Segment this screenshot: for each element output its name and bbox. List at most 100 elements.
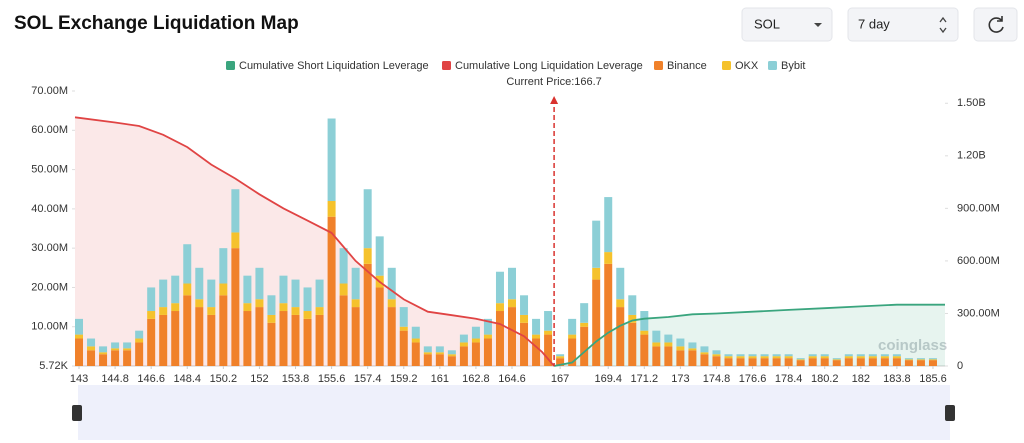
bar-segment <box>580 326 589 366</box>
bar-segment <box>856 358 865 366</box>
y-tick-label: 70.00M <box>31 85 68 97</box>
legend-label: Bybit <box>781 60 805 72</box>
refresh-button[interactable] <box>973 7 1018 42</box>
select-box[interactable] <box>847 7 959 42</box>
bar-segment <box>544 330 553 335</box>
bar-segment <box>471 338 480 343</box>
bar-segment <box>363 263 372 366</box>
bar-segment <box>928 358 937 360</box>
bar-segment <box>363 248 372 264</box>
bar-segment <box>483 318 492 335</box>
bar-segment <box>916 359 925 361</box>
slider-handle[interactable] <box>945 405 955 421</box>
y-tick-label: 50.00M <box>31 163 68 175</box>
bar-segment <box>616 299 625 308</box>
x-tick-label: 185.6 <box>919 373 947 385</box>
bar-segment <box>784 358 793 366</box>
x-tick-label: 159.2 <box>390 373 418 385</box>
bar-segment <box>868 356 877 359</box>
bar-segment <box>820 354 829 357</box>
x-tick-label: 171.2 <box>631 373 659 385</box>
bar-segment <box>664 334 673 343</box>
bar-segment <box>904 360 913 366</box>
bar-segment <box>604 252 613 264</box>
select-text[interactable]: 7 day <box>858 16 890 31</box>
bar-segment <box>375 236 384 276</box>
bar-segment <box>880 358 889 366</box>
bar-segment <box>471 342 480 366</box>
bar-segment <box>688 342 697 349</box>
bar-segment <box>435 354 444 366</box>
x-tick-label: 182 <box>852 373 870 385</box>
bar-segment <box>628 295 637 315</box>
select-caret <box>814 23 822 27</box>
bar-segment <box>483 334 492 339</box>
x-tick-label: 161 <box>431 373 449 385</box>
bar-segment <box>544 334 553 366</box>
bar-segment <box>147 287 156 312</box>
bar-segment <box>135 338 144 343</box>
bar-segment <box>375 287 384 366</box>
bar-segment <box>315 279 324 308</box>
bar-segment <box>832 359 841 361</box>
bar-segment <box>75 318 84 335</box>
bar-segment <box>820 358 829 366</box>
bar-segment <box>676 346 685 351</box>
bar-segment <box>868 354 877 357</box>
bar-segment <box>724 358 733 366</box>
bar-segment <box>628 322 637 366</box>
bar-segment <box>904 358 913 360</box>
y2-tick-label: 300.00M <box>957 307 1000 319</box>
bar-segment <box>700 346 709 353</box>
y2-tick-label: 600.00M <box>957 255 1000 267</box>
bar-segment <box>279 275 288 304</box>
bar-segment <box>568 334 577 339</box>
bar-segment <box>327 201 336 217</box>
bar-segment <box>339 295 348 366</box>
bar-segment <box>736 354 745 357</box>
slider-handle[interactable] <box>72 405 82 421</box>
bar-segment <box>580 322 589 327</box>
bar-segment <box>87 346 96 351</box>
bar-segment <box>736 356 745 359</box>
bar-segment <box>712 350 721 355</box>
bar-segment <box>748 356 757 359</box>
bar-segment <box>351 267 360 300</box>
select-box[interactable] <box>741 7 833 42</box>
bar-segment <box>303 287 312 312</box>
x-tick-label: 173 <box>671 373 689 385</box>
x-tick-label: 143 <box>70 373 88 385</box>
select-text[interactable]: SOL <box>754 16 780 31</box>
period-select[interactable]: 7 day <box>847 7 959 42</box>
zoom-slider[interactable] <box>78 385 950 440</box>
y-tick-label: 5.72K <box>39 360 68 372</box>
bar-segment <box>303 311 312 319</box>
legend-label: OKX <box>735 60 759 72</box>
button-box[interactable] <box>973 7 1018 42</box>
bar-segment <box>159 314 168 366</box>
bar-segment <box>640 334 649 366</box>
bar-segment <box>772 358 781 366</box>
bar-segment <box>315 307 324 315</box>
x-tick-label: 178.4 <box>775 373 803 385</box>
y-tick-label: 20.00M <box>31 281 68 293</box>
bar-segment <box>495 311 504 366</box>
bar-segment <box>700 352 709 355</box>
bar-segment <box>219 295 228 366</box>
bar-segment <box>748 358 757 366</box>
bar-segment <box>255 267 264 300</box>
bar-segment <box>183 244 192 284</box>
select-caret <box>939 16 947 34</box>
bar-segment <box>423 352 432 355</box>
bar-segment <box>291 307 300 315</box>
y2-tick-label: 1.20B <box>957 150 986 162</box>
bar-segment <box>676 338 685 347</box>
bar-segment <box>868 358 877 366</box>
bar-segment <box>772 354 781 357</box>
bar-segment <box>207 314 216 366</box>
x-tick-label: 146.6 <box>137 373 165 385</box>
area-fill <box>554 304 945 366</box>
bar-segment <box>688 350 697 366</box>
bar-segment <box>880 356 889 359</box>
coin-select[interactable]: SOL <box>741 7 833 42</box>
